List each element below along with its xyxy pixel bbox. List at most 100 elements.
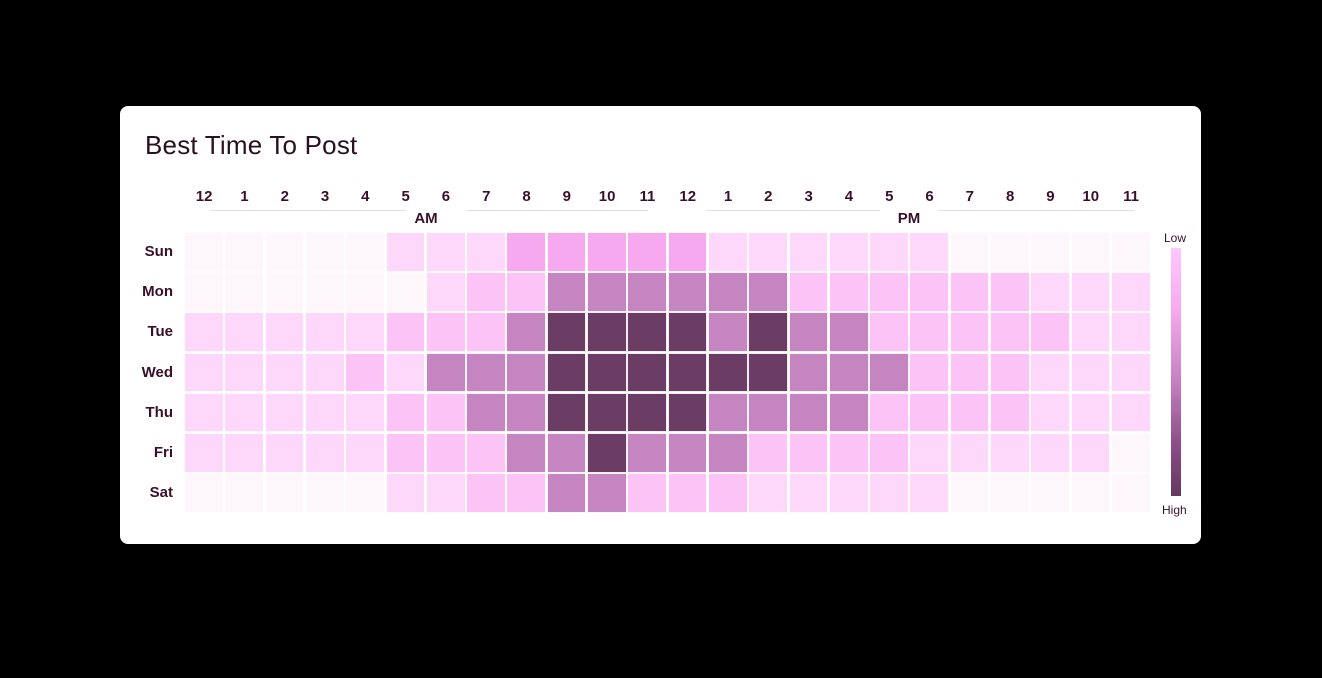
heatmap-cell[interactable]	[949, 352, 990, 393]
heatmap-cell[interactable]	[788, 473, 829, 513]
heatmap-cell[interactable]	[667, 312, 708, 353]
heatmap-cell[interactable]	[587, 272, 627, 312]
heatmap-cell[interactable]	[667, 352, 708, 393]
heatmap-cell[interactable]	[385, 272, 426, 312]
heatmap-cell[interactable]	[707, 392, 748, 433]
heatmap-cell[interactable]	[828, 232, 869, 272]
heatmap-cell[interactable]	[909, 473, 950, 513]
heatmap-cell[interactable]	[587, 352, 627, 393]
heatmap-cell[interactable]	[304, 473, 345, 513]
heatmap-cell[interactable]	[990, 433, 1030, 473]
heatmap-cell[interactable]	[1070, 312, 1111, 353]
heatmap-cell[interactable]	[869, 272, 909, 312]
heatmap-cell[interactable]	[990, 352, 1030, 393]
heatmap-cell[interactable]	[385, 473, 426, 513]
heatmap-cell[interactable]	[224, 352, 265, 393]
heatmap-cell[interactable]	[627, 392, 668, 433]
heatmap-cell[interactable]	[1110, 232, 1151, 272]
heatmap-cell[interactable]	[667, 272, 708, 312]
heatmap-cell[interactable]	[264, 473, 305, 513]
heatmap-cell[interactable]	[224, 312, 265, 353]
heatmap-cell[interactable]	[949, 433, 990, 473]
heatmap-cell[interactable]	[1070, 473, 1111, 513]
heatmap-cell[interactable]	[788, 272, 829, 312]
heatmap-cell[interactable]	[869, 312, 909, 353]
heatmap-cell[interactable]	[546, 272, 587, 312]
heatmap-cell[interactable]	[1070, 232, 1111, 272]
heatmap-cell[interactable]	[587, 473, 627, 513]
heatmap-cell[interactable]	[627, 473, 668, 513]
heatmap-cell[interactable]	[506, 272, 547, 312]
heatmap-cell[interactable]	[546, 473, 587, 513]
heatmap-cell[interactable]	[707, 312, 748, 353]
heatmap-cell[interactable]	[546, 392, 587, 433]
heatmap-cell[interactable]	[869, 232, 909, 272]
heatmap-cell[interactable]	[425, 272, 466, 312]
heatmap-cell[interactable]	[184, 433, 224, 473]
heatmap-cell[interactable]	[264, 433, 305, 473]
heatmap-cell[interactable]	[224, 433, 265, 473]
heatmap-cell[interactable]	[1030, 433, 1071, 473]
heatmap-cell[interactable]	[627, 232, 668, 272]
heatmap-cell[interactable]	[748, 392, 788, 433]
heatmap-cell[interactable]	[466, 232, 506, 272]
heatmap-cell[interactable]	[990, 272, 1030, 312]
heatmap-cell[interactable]	[667, 232, 708, 272]
heatmap-cell[interactable]	[304, 312, 345, 353]
heatmap-cell[interactable]	[425, 232, 466, 272]
heatmap-cell[interactable]	[707, 473, 748, 513]
heatmap-cell[interactable]	[385, 392, 426, 433]
heatmap-cell[interactable]	[788, 392, 829, 433]
heatmap-cell[interactable]	[345, 352, 385, 393]
heatmap-cell[interactable]	[546, 312, 587, 353]
heatmap-cell[interactable]	[1070, 392, 1111, 433]
heatmap-cell[interactable]	[828, 392, 869, 433]
heatmap-cell[interactable]	[304, 352, 345, 393]
heatmap-cell[interactable]	[949, 392, 990, 433]
heatmap-cell[interactable]	[264, 312, 305, 353]
heatmap-cell[interactable]	[304, 433, 345, 473]
heatmap-cell[interactable]	[466, 473, 506, 513]
heatmap-cell[interactable]	[828, 473, 869, 513]
heatmap-cell[interactable]	[345, 473, 385, 513]
heatmap-cell[interactable]	[385, 232, 426, 272]
heatmap-cell[interactable]	[748, 352, 788, 393]
heatmap-cell[interactable]	[466, 272, 506, 312]
heatmap-cell[interactable]	[506, 433, 547, 473]
heatmap-cell[interactable]	[828, 433, 869, 473]
heatmap-cell[interactable]	[869, 392, 909, 433]
heatmap-cell[interactable]	[264, 232, 305, 272]
heatmap-cell[interactable]	[184, 392, 224, 433]
heatmap-cell[interactable]	[264, 352, 305, 393]
heatmap-cell[interactable]	[506, 352, 547, 393]
heatmap-cell[interactable]	[949, 272, 990, 312]
heatmap-cell[interactable]	[748, 312, 788, 353]
heatmap-cell[interactable]	[345, 272, 385, 312]
heatmap-cell[interactable]	[304, 272, 345, 312]
heatmap-cell[interactable]	[990, 312, 1030, 353]
heatmap-cell[interactable]	[707, 232, 748, 272]
heatmap-cell[interactable]	[707, 433, 748, 473]
heatmap-cell[interactable]	[587, 312, 627, 353]
heatmap-cell[interactable]	[345, 433, 385, 473]
heatmap-cell[interactable]	[909, 392, 950, 433]
heatmap-cell[interactable]	[1030, 312, 1071, 353]
heatmap-cell[interactable]	[506, 312, 547, 353]
heatmap-cell[interactable]	[546, 352, 587, 393]
heatmap-cell[interactable]	[425, 352, 466, 393]
heatmap-cell[interactable]	[345, 312, 385, 353]
heatmap-cell[interactable]	[385, 352, 426, 393]
heatmap-cell[interactable]	[1070, 272, 1111, 312]
heatmap-cell[interactable]	[990, 232, 1030, 272]
heatmap-cell[interactable]	[828, 352, 869, 393]
heatmap-cell[interactable]	[184, 272, 224, 312]
heatmap-cell[interactable]	[466, 392, 506, 433]
heatmap-cell[interactable]	[546, 433, 587, 473]
heatmap-cell[interactable]	[788, 352, 829, 393]
heatmap-cell[interactable]	[264, 392, 305, 433]
heatmap-cell[interactable]	[1110, 392, 1151, 433]
heatmap-cell[interactable]	[184, 473, 224, 513]
heatmap-cell[interactable]	[1110, 433, 1151, 473]
heatmap-cell[interactable]	[264, 272, 305, 312]
heatmap-cell[interactable]	[627, 312, 668, 353]
